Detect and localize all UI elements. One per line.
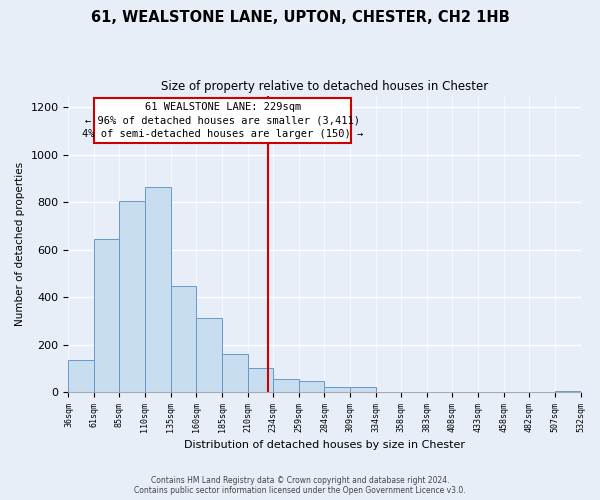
Bar (68, 360, 94, 392)
Bar (196, 318, 222, 392)
Title: Size of property relative to detached houses in Chester: Size of property relative to detached ho… (161, 80, 488, 93)
Bar (170, 286, 196, 392)
FancyBboxPatch shape (94, 98, 351, 143)
Text: Contains HM Land Registry data © Crown copyright and database right 2024.
Contai: Contains HM Land Registry data © Crown c… (134, 476, 466, 495)
Bar (248, 368, 273, 392)
Y-axis label: Number of detached properties: Number of detached properties (15, 162, 25, 326)
Bar (350, 387, 376, 392)
Bar (119, 201, 145, 392)
Text: 61 WEALSTONE LANE: 229sqm
← 96% of detached houses are smaller (3,411)
4% of sem: 61 WEALSTONE LANE: 229sqm ← 96% of detac… (82, 102, 364, 139)
Bar (145, 187, 170, 392)
Bar (273, 379, 299, 392)
Text: 61, WEALSTONE LANE, UPTON, CHESTER, CH2 1HB: 61, WEALSTONE LANE, UPTON, CHESTER, CH2 … (91, 10, 509, 25)
Bar (94, 239, 119, 392)
X-axis label: Distribution of detached houses by size in Chester: Distribution of detached houses by size … (184, 440, 465, 450)
Bar (222, 354, 248, 392)
Bar (554, 391, 581, 392)
Bar (299, 382, 325, 392)
Bar (325, 387, 350, 392)
